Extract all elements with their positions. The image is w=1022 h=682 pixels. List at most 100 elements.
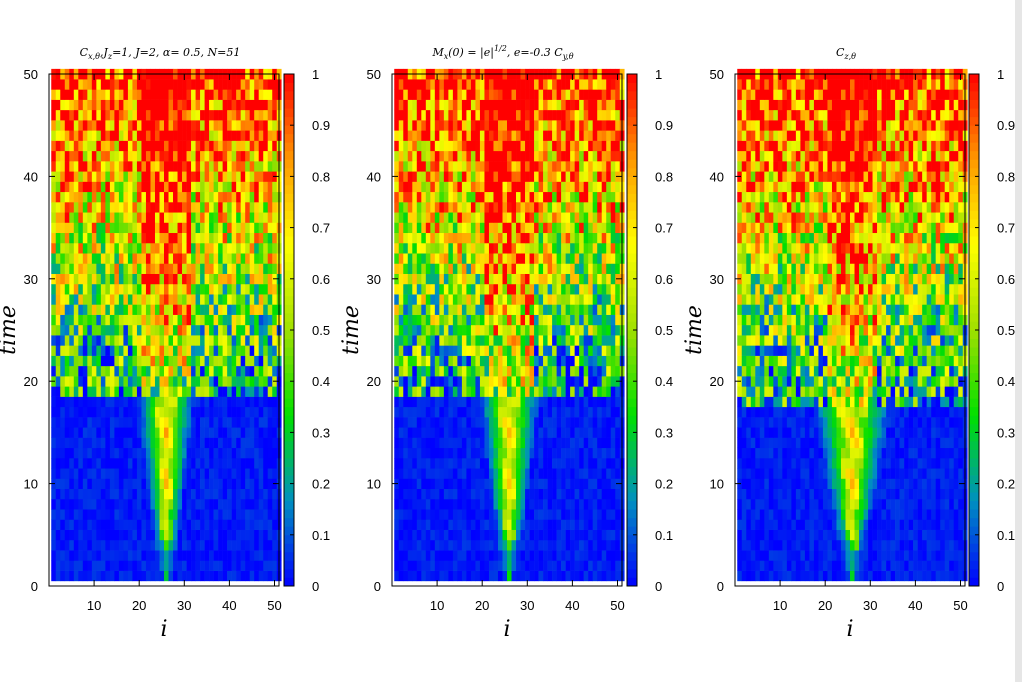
- heatmap-cell: [475, 232, 481, 244]
- heatmap-cell: [218, 427, 223, 438]
- heatmap-cell: [96, 130, 102, 141]
- heatmap-cell: [118, 99, 124, 111]
- heatmap-cell: [240, 120, 246, 131]
- heatmap-cell: [538, 171, 544, 182]
- heatmap-cell: [213, 345, 219, 356]
- heatmap-cell: [394, 417, 400, 428]
- heatmap-cell: [132, 120, 138, 131]
- heatmap-cell: [430, 120, 436, 131]
- heatmap-cell: [69, 529, 75, 541]
- heatmap-cell: [263, 570, 269, 582]
- heatmap-cell: [484, 109, 490, 121]
- heatmap-cell: [213, 488, 219, 500]
- heatmap-cell: [511, 539, 517, 551]
- heatmap-cell: [200, 130, 205, 141]
- heatmap-cell: [123, 130, 129, 141]
- heatmap-cell: [516, 427, 521, 438]
- heatmap-cell: [82, 335, 88, 346]
- heatmap-cell: [470, 283, 476, 295]
- heatmap-cell: [145, 253, 151, 264]
- heatmap-cell: [231, 458, 237, 469]
- heatmap-cell: [87, 560, 93, 571]
- heatmap-cell: [425, 253, 431, 264]
- heatmap-cell: [213, 355, 219, 367]
- heatmap-cell: [461, 283, 467, 295]
- heatmap-cell: [263, 99, 269, 111]
- heatmap-cell: [461, 550, 467, 561]
- heatmap-cell: [412, 550, 418, 561]
- heatmap-cell: [218, 345, 223, 356]
- heatmap-cell: [493, 140, 499, 152]
- heatmap-cell: [200, 458, 205, 469]
- heatmap-cell: [488, 150, 494, 162]
- heatmap-cell: [610, 529, 616, 541]
- heatmap-cell: [136, 304, 142, 315]
- heatmap-cell: [168, 212, 174, 223]
- heatmap-cell: [249, 560, 255, 571]
- heatmap-cell: [452, 365, 458, 377]
- heatmap-cell: [240, 488, 246, 500]
- heatmap-cell: [457, 509, 463, 520]
- heatmap-cell: [69, 560, 75, 571]
- heatmap-cell: [164, 539, 169, 551]
- heatmap-cell: [123, 570, 129, 582]
- heatmap-cell: [154, 539, 160, 551]
- heatmap-cell: [78, 181, 84, 193]
- heatmap-cell: [615, 263, 621, 274]
- heatmap-cell: [258, 130, 264, 141]
- heatmap-cell: [556, 130, 562, 141]
- heatmap-cell: [561, 365, 566, 377]
- heatmap-cell: [272, 324, 278, 336]
- heatmap-cell: [227, 202, 232, 213]
- heatmap-cell: [191, 365, 196, 377]
- heatmap-cell: [552, 458, 557, 469]
- heatmap-cell: [218, 109, 223, 121]
- heatmap-cell: [511, 171, 517, 182]
- heatmap-cell: [141, 498, 147, 510]
- heatmap-cell: [154, 335, 160, 346]
- heatmap-cell: [136, 89, 142, 100]
- heatmap-cell: [430, 191, 436, 203]
- heatmap-cell: [452, 386, 458, 397]
- heatmap-cell: [227, 232, 232, 244]
- heatmap-cell: [543, 253, 548, 264]
- heatmap-cell: [601, 120, 607, 131]
- heatmap-cell: [511, 212, 517, 223]
- heatmap-cell: [543, 191, 548, 203]
- heatmap-cell: [520, 273, 526, 285]
- heatmap-cell: [249, 202, 255, 213]
- heatmap-cell: [204, 283, 210, 295]
- heatmap-cell: [272, 191, 278, 203]
- heatmap-cell: [529, 406, 535, 418]
- heatmap-cell: [186, 437, 192, 449]
- heatmap-cell: [123, 365, 129, 377]
- heatmap-cell: [443, 560, 449, 571]
- heatmap-cell: [493, 417, 499, 428]
- heatmap-cell: [574, 396, 580, 408]
- heatmap-cell: [173, 529, 178, 541]
- heatmap-cell: [394, 120, 400, 131]
- heatmap-cell: [195, 99, 201, 111]
- heatmap-cell: [118, 212, 124, 223]
- heatmap-cell: [520, 529, 526, 541]
- heatmap-cell: [100, 171, 106, 182]
- heatmap-cell: [421, 529, 427, 541]
- heatmap-cell: [82, 304, 88, 315]
- heatmap-cell: [484, 396, 490, 408]
- heatmap-cell: [579, 130, 584, 141]
- heatmap-cell: [168, 181, 174, 193]
- heatmap-cell: [534, 314, 539, 326]
- heatmap-cell: [245, 181, 250, 193]
- heatmap-cell: [434, 161, 440, 172]
- heatmap-cell: [136, 417, 142, 428]
- heatmap-cell: [443, 212, 449, 223]
- heatmap-cell: [430, 345, 436, 356]
- heatmap-cell: [191, 355, 196, 367]
- heatmap-cell: [213, 478, 219, 490]
- heatmap-cell: [606, 130, 612, 141]
- heatmap-cell: [191, 345, 196, 356]
- heatmap-cell: [430, 294, 436, 305]
- heatmap-cell: [127, 427, 133, 438]
- heatmap-cell: [574, 232, 580, 244]
- heatmap-cell: [145, 437, 151, 449]
